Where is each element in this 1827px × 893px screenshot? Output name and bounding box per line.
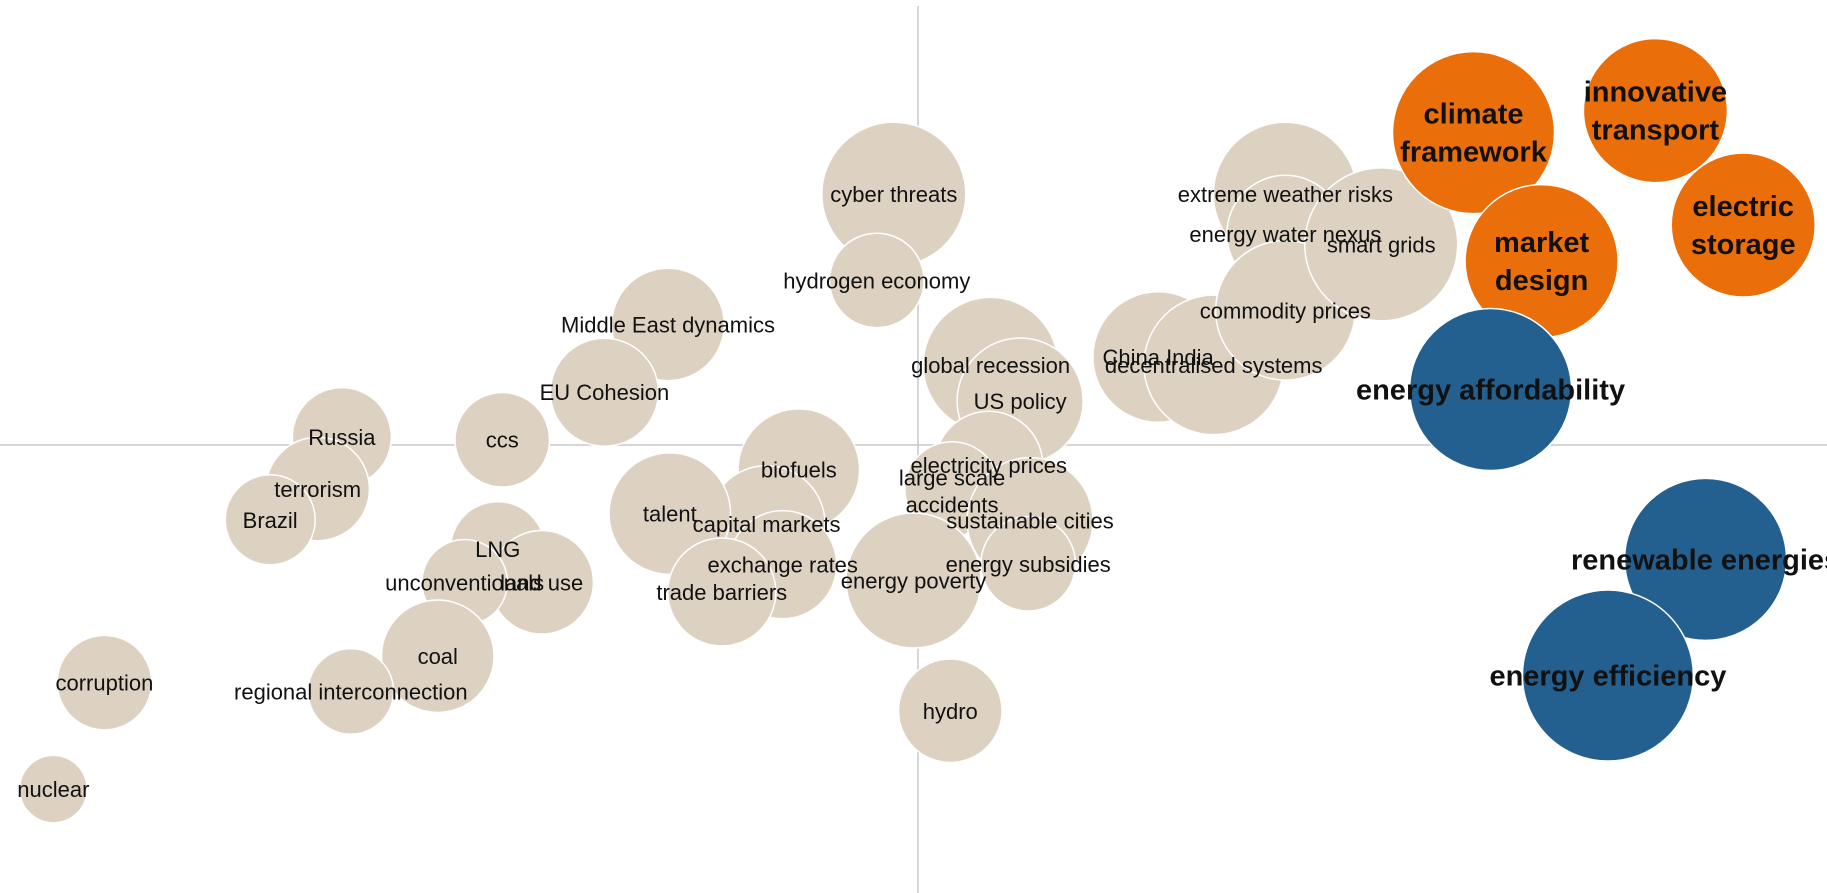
label-smart-grids: smart grids xyxy=(1327,232,1436,257)
label-middle-east-dynamics: Middle East dynamics xyxy=(561,312,775,337)
bubble-renewable-energies xyxy=(1623,477,1788,642)
label-market-design: market design xyxy=(1494,227,1589,297)
label-energy-affordability: energy affordability xyxy=(1356,375,1625,407)
label-capital-markets: capital markets xyxy=(693,512,841,537)
bubble-hydrogen-economy xyxy=(828,232,925,329)
bubble-energy-efficiency xyxy=(1521,589,1695,762)
bubble-nuclear xyxy=(18,754,88,824)
label-land-use: land use xyxy=(500,570,583,595)
label-exchange-rates: exchange rates xyxy=(707,553,857,578)
label-hydrogen-economy: hydrogen economy xyxy=(783,268,970,293)
bubble-energy-affordability xyxy=(1408,307,1573,472)
label-talent: talent xyxy=(643,502,697,527)
label-extreme-weather-risks: extreme weather risks xyxy=(1178,182,1393,207)
bubble-electric-storage xyxy=(1670,152,1816,298)
label-russia: Russia xyxy=(308,425,376,450)
bubble-corruption xyxy=(56,634,153,731)
label-brazil: Brazil xyxy=(243,508,298,533)
bubble-trade-barriers xyxy=(667,537,777,647)
label-us-policy: US policy xyxy=(974,389,1067,414)
label-cyber-threats: cyber threats xyxy=(830,182,957,207)
bubble-ccs xyxy=(454,391,551,488)
label-eu-cohesion: EU Cohesion xyxy=(540,380,670,405)
label-electricity-prices: electricity prices xyxy=(911,453,1067,478)
labels-layer: cyber threats hydrogen economy Middle East… xyxy=(17,77,1827,802)
label-ccs: ccs xyxy=(486,428,519,453)
bubble-regional-interconnection xyxy=(307,647,395,735)
label-nuclear: nuclear xyxy=(17,777,89,802)
label-climate-framework: climate framework xyxy=(1400,99,1548,169)
label-renewable-energies: renewable energies xyxy=(1571,544,1827,576)
label-biofuels: biofuels xyxy=(761,458,837,483)
label-decentralised-systems: decentralised systems xyxy=(1105,353,1323,378)
label-electric-storage: electric storage xyxy=(1691,191,1796,261)
label-unconventionals: unconventionals xyxy=(385,570,544,595)
label-energy-efficiency: energy efficiency xyxy=(1489,661,1726,693)
bubble-climate-framework xyxy=(1391,50,1556,215)
label-trade-barriers: trade barriers xyxy=(656,580,787,605)
label-energy-poverty: energy poverty xyxy=(841,569,987,594)
label-hydro: hydro xyxy=(923,699,978,724)
bubble-smart-grids xyxy=(1303,167,1459,322)
bubble-coal xyxy=(380,599,495,714)
label-terrorism: terrorism xyxy=(274,477,361,502)
label-coal: coal xyxy=(418,644,458,669)
bubble-brazil xyxy=(224,474,316,566)
bubble-energy-subsidies xyxy=(980,515,1077,612)
label-innovative-transport: innovative transport xyxy=(1584,77,1727,147)
label-corruption: corruption xyxy=(56,671,154,696)
bubbles-layer xyxy=(18,37,1816,824)
bubble-innovative-transport xyxy=(1582,37,1729,184)
bubble-eu-cohesion xyxy=(549,337,660,447)
label-energy-subsidies: energy subsidies xyxy=(946,552,1111,577)
label-global-recession: global recession xyxy=(911,353,1070,378)
bubble-hydro xyxy=(897,658,1003,764)
bubble-energy-poverty xyxy=(845,512,982,649)
label-lng: LNG xyxy=(475,537,520,562)
label-sustainable-cities: sustainable cities xyxy=(946,509,1114,534)
label-china-india: China India xyxy=(1102,345,1214,370)
label-regional-interconnection: regional interconnection xyxy=(234,679,468,704)
label-commodity-prices: commodity prices xyxy=(1200,298,1371,323)
label-large-scale-accidents: large scale accidents xyxy=(899,466,1005,518)
label-energy-water-nexus: energy water nexus xyxy=(1189,222,1381,247)
